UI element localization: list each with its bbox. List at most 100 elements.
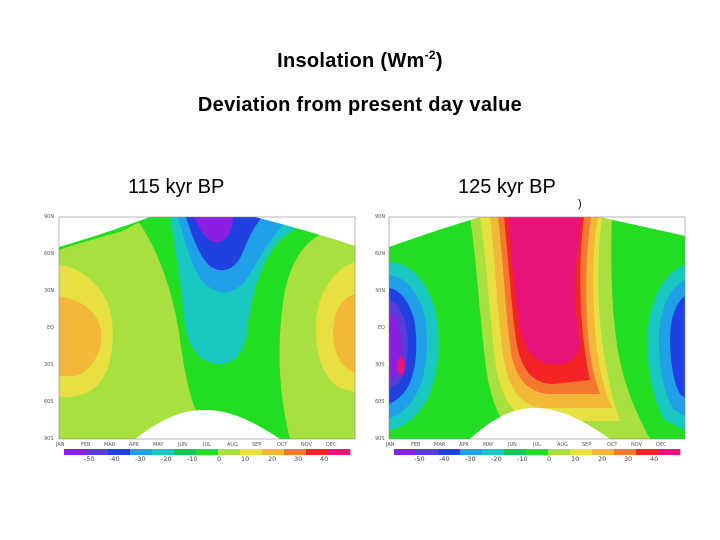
- colorbar-tick-label: 10: [241, 455, 249, 463]
- contour-magenta-max: [508, 217, 581, 365]
- y-tick-label: 90N: [44, 214, 54, 220]
- colorbar-tick-label: 40: [320, 455, 328, 463]
- colorbar-swatch: [438, 449, 461, 455]
- contour-blue-right: [670, 296, 685, 398]
- colorbar-swatch: [218, 449, 241, 455]
- colorbar-tick-label: -30: [135, 455, 146, 463]
- x-tick-label: JUN: [177, 442, 187, 448]
- colorbar-swatch: [570, 449, 593, 455]
- colorbar-swatch: [658, 449, 681, 455]
- y-tick-label: 90N: [375, 214, 385, 220]
- x-tick-label: OCT: [277, 442, 288, 448]
- colorbar-swatch: [504, 449, 527, 455]
- colorbar-swatch: [152, 449, 175, 455]
- x-tick-label: MAY: [153, 442, 164, 448]
- panel-title-115kyr: 115 kyr BP: [128, 176, 225, 198]
- y-tick-label: 90S: [375, 436, 385, 442]
- contour-magenta-spot: [397, 357, 405, 375]
- colorbar-tick-labels: -50 -40 -30 -20 -10 0 10 20 30 40: [414, 455, 658, 463]
- x-tick-label: FEB: [81, 442, 91, 448]
- colorbar-swatch: [548, 449, 571, 455]
- x-tick-label: DEC: [326, 442, 337, 448]
- heatmap-panel-125kyr: 90N 60N 30N EQ 30S 60S 90S JAN FEB MAR A…: [375, 214, 686, 463]
- colorbar-swatch: [174, 449, 197, 455]
- colorbar-tick-labels: -50 -40 -30 -20 -10 0 10 20 30 40: [84, 455, 328, 463]
- colorbar-swatch: [636, 449, 659, 455]
- colorbar-swatch: [240, 449, 263, 455]
- polar-night-south: [470, 408, 610, 439]
- colorbar-tick-label: -40: [109, 455, 120, 463]
- y-axis-labels: 90N 60N 30N EQ 30S 60S 90S: [375, 214, 385, 442]
- title-superscript: -2: [424, 48, 436, 62]
- x-tick-label: OCT: [607, 442, 618, 448]
- y-tick-label: 60S: [375, 399, 385, 405]
- chart-title-line-1: Insolation (Wm-2): [0, 48, 720, 73]
- colorbar-tick-label: -50: [414, 455, 425, 463]
- x-tick-label: JUN: [507, 442, 517, 448]
- title-closing-paren: ): [435, 50, 443, 72]
- title-main-text: Insolation (Wm: [277, 50, 425, 72]
- y-tick-label: 60N: [44, 251, 54, 257]
- contour-purple-minus-40: [194, 217, 234, 243]
- x-axis-labels: JAN FEB MAR APR MAY JUN JUL AUG SEP OCT …: [385, 442, 667, 448]
- colorbar-tick-label: 0: [217, 455, 221, 463]
- y-axis-labels: 90N 60N 30N EQ 30S 60S 90S: [44, 214, 54, 442]
- polar-night-south: [135, 410, 280, 439]
- panel-frame: [388, 216, 686, 440]
- x-tick-label: SEP: [252, 442, 261, 448]
- colorbar: [64, 449, 351, 455]
- colorbar-tick-label: 0: [547, 455, 551, 463]
- colorbar-tick-label: -40: [439, 455, 450, 463]
- y-tick-label: 30N: [44, 288, 54, 294]
- colorbar-tick-label: -50: [84, 455, 95, 463]
- x-tick-label: APR: [459, 442, 469, 448]
- stray-paren-mark: ): [578, 198, 582, 210]
- colorbar-tick-label: -20: [491, 455, 502, 463]
- colorbar-swatch: [526, 449, 549, 455]
- colorbar-swatch: [130, 449, 153, 455]
- colorbar-swatch: [64, 449, 87, 455]
- colorbar-swatch: [196, 449, 219, 455]
- y-tick-label: 30S: [375, 362, 385, 368]
- colorbar-tick-label: 20: [598, 455, 606, 463]
- colorbar-tick-label: 10: [571, 455, 579, 463]
- y-tick-label: EQ: [378, 325, 385, 331]
- panel-title-125kyr: 125 kyr BP: [458, 176, 556, 198]
- colorbar-swatch: [328, 449, 351, 455]
- x-tick-label: DEC: [656, 442, 667, 448]
- x-tick-label: MAR: [104, 442, 116, 448]
- x-tick-label: FEB: [411, 442, 421, 448]
- contour-orange-right: [333, 294, 355, 372]
- x-tick-label: JAN: [55, 442, 65, 448]
- colorbar-swatch: [394, 449, 417, 455]
- colorbar-swatch: [592, 449, 615, 455]
- colorbar-tick-label: -30: [465, 455, 476, 463]
- panel-frame: [58, 216, 356, 440]
- heatmap-panel-115kyr: 90N 60N 30N EQ 30S 60S 90S JAN FEB MAR A…: [44, 214, 356, 463]
- chart-title-line-2: Deviation from present day value: [197, 94, 523, 116]
- colorbar-swatch: [614, 449, 637, 455]
- colorbar-swatch: [86, 449, 109, 455]
- y-tick-label: EQ: [47, 325, 54, 331]
- y-tick-label: 60N: [375, 251, 385, 257]
- colorbar-tick-label: -10: [187, 455, 198, 463]
- polar-night-north: [59, 217, 355, 247]
- colorbar-swatch: [108, 449, 131, 455]
- colorbar-tick-label: 20: [268, 455, 276, 463]
- x-tick-label: JUL: [202, 442, 211, 448]
- x-tick-label: JUL: [532, 442, 541, 448]
- y-tick-label: 30S: [44, 362, 54, 368]
- polar-night-north: [389, 217, 685, 247]
- x-tick-label: MAR: [434, 442, 446, 448]
- x-tick-label: NOV: [631, 442, 643, 448]
- x-tick-label: NOV: [301, 442, 313, 448]
- x-tick-label: SEP: [582, 442, 591, 448]
- colorbar-swatch: [284, 449, 307, 455]
- contour-orange-left: [59, 297, 102, 376]
- x-tick-label: JAN: [385, 442, 395, 448]
- colorbar-tick-label: 30: [294, 455, 302, 463]
- colorbar: [394, 449, 681, 455]
- colorbar-swatch: [306, 449, 329, 455]
- x-tick-label: AUG: [227, 442, 238, 448]
